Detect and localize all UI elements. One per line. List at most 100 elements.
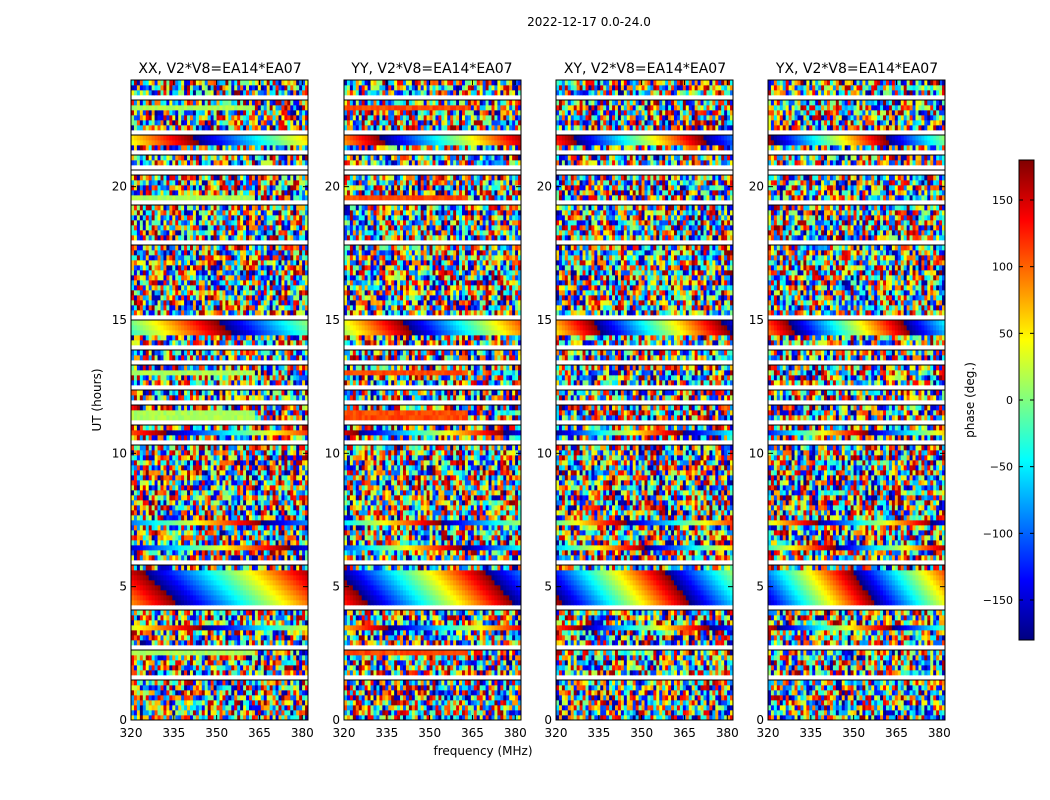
heatmap-cell (205, 535, 208, 540)
heatmap-cell (279, 350, 282, 355)
heatmap-cell (199, 520, 202, 525)
heatmap-cell (175, 575, 178, 580)
heatmap-cell (243, 450, 246, 455)
heatmap-cell (178, 660, 181, 665)
heatmap-cell (270, 590, 273, 595)
heatmap-cell (175, 570, 178, 575)
heatmap-cell (169, 665, 172, 670)
heatmap-cell (134, 685, 137, 690)
heatmap-cell (161, 470, 164, 475)
heatmap-cell (252, 710, 255, 715)
heatmap-cell (240, 250, 243, 255)
heatmap-cell (184, 565, 187, 570)
heatmap-cell (184, 295, 187, 300)
heatmap-cell (211, 610, 214, 615)
heatmap-cell (196, 520, 199, 525)
heatmap-cell (220, 265, 223, 270)
heatmap-cell (199, 265, 202, 270)
heatmap-cell (264, 535, 267, 540)
heatmap-cell (214, 580, 217, 585)
heatmap-cell (190, 620, 193, 625)
heatmap-cell (281, 380, 284, 385)
heatmap-cell (296, 370, 299, 375)
heatmap-cell (225, 350, 228, 355)
heatmap-cell (178, 495, 181, 500)
heatmap-cell (140, 580, 143, 585)
heatmap-cell (163, 695, 166, 700)
heatmap-cell (290, 295, 293, 300)
heatmap-cell (172, 540, 175, 545)
heatmap-cell (249, 525, 252, 530)
heatmap-cell (211, 425, 214, 430)
heatmap-cell (184, 640, 187, 645)
heatmap-cell (202, 250, 205, 255)
heatmap-cell (287, 410, 290, 415)
heatmap-cell (152, 640, 155, 645)
heatmap-cell (225, 705, 228, 710)
heatmap-cell (258, 690, 261, 695)
heatmap-cell (208, 410, 211, 415)
heatmap-cell (181, 520, 184, 525)
heatmap-cell (187, 620, 190, 625)
heatmap-cell (281, 615, 284, 620)
heatmap-cell (208, 335, 211, 340)
heatmap-cell (299, 270, 302, 275)
heatmap-cell (231, 455, 234, 460)
heatmap-cell (228, 510, 231, 515)
heatmap-cell (264, 390, 267, 395)
heatmap-cell (187, 510, 190, 515)
heatmap-cell (196, 480, 199, 485)
heatmap-cell (211, 660, 214, 665)
heatmap-cell (161, 660, 164, 665)
heatmap-cell (231, 650, 234, 655)
heatmap-cell (261, 610, 264, 615)
heatmap-cell (237, 255, 240, 260)
heatmap-cell (202, 425, 205, 430)
heatmap-cell (184, 660, 187, 665)
heatmap-cell (208, 555, 211, 560)
heatmap-cell (281, 255, 284, 260)
heatmap-cell (163, 610, 166, 615)
heatmap-cell (199, 335, 202, 340)
heatmap-cell (302, 685, 305, 690)
heatmap-cell (231, 415, 234, 420)
heatmap-cell (296, 275, 299, 280)
heatmap-cell (258, 670, 261, 675)
heatmap-cell (199, 250, 202, 255)
heatmap-cell (190, 460, 193, 465)
heatmap-cell (181, 395, 184, 400)
heatmap-cell (172, 480, 175, 485)
heatmap-cell (281, 290, 284, 295)
heatmap-cell (258, 525, 261, 530)
heatmap-cell (287, 625, 290, 630)
heatmap-cell (190, 275, 193, 280)
heatmap-cell (261, 595, 264, 600)
heatmap-cell (276, 595, 279, 600)
heatmap-cell (143, 290, 146, 295)
heatmap-cell (166, 365, 169, 370)
heatmap-cell (220, 590, 223, 595)
heatmap-cell (199, 395, 202, 400)
heatmap-cell (228, 305, 231, 310)
heatmap-cell (222, 250, 225, 255)
heatmap-cell (290, 535, 293, 540)
heatmap-cell (240, 670, 243, 675)
heatmap-cell (190, 475, 193, 480)
heatmap-cell (267, 630, 270, 635)
heatmap-cell (249, 425, 252, 430)
heatmap-cell (211, 665, 214, 670)
heatmap-cell (155, 285, 158, 290)
heatmap-cell (211, 250, 214, 255)
heatmap-cell (228, 395, 231, 400)
heatmap-cell (237, 325, 240, 330)
heatmap-cell (281, 355, 284, 360)
heatmap-cell (234, 255, 237, 260)
heatmap-cell (199, 455, 202, 460)
heatmap-cell (281, 625, 284, 630)
heatmap-cell (190, 325, 193, 330)
heatmap-cell (246, 430, 249, 435)
heatmap-cell (214, 690, 217, 695)
heatmap-cell (261, 255, 264, 260)
heatmap-cell (202, 490, 205, 495)
heatmap-cell (234, 685, 237, 690)
